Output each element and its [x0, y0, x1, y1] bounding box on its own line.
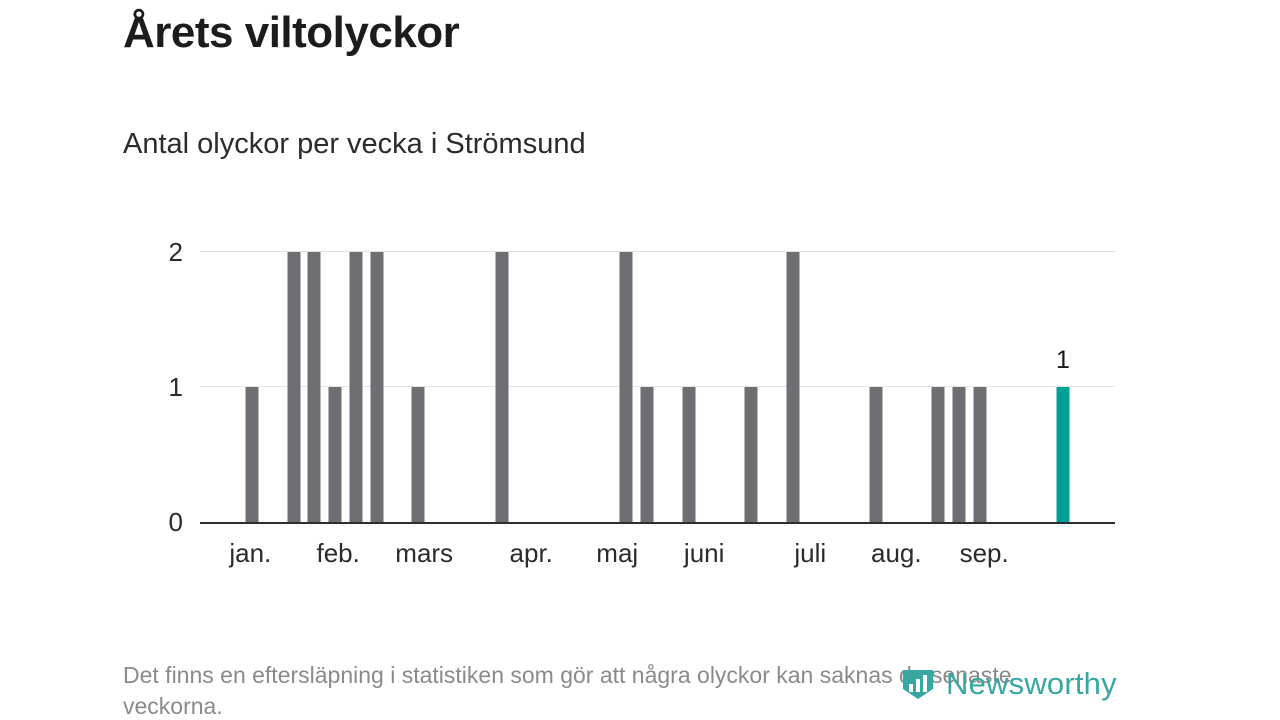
- bar: [869, 387, 883, 522]
- bar: [370, 252, 384, 522]
- y-axis-tick-label: 0: [168, 507, 183, 537]
- bar: [307, 252, 321, 522]
- newsworthy-wordmark: Newsworthy: [946, 666, 1117, 701]
- x-axis-month-label: maj: [596, 538, 639, 568]
- newsworthy-logo: Newsworthy: [900, 666, 1117, 702]
- gridline: [200, 251, 1115, 252]
- bar-value-label: 1: [1056, 346, 1070, 374]
- bar: [411, 387, 425, 522]
- footnote-text: Det finns en eftersläpning i statistiken…: [123, 662, 1012, 719]
- bar-highlighted: [1056, 387, 1070, 522]
- bar: [495, 252, 509, 522]
- chart-subtitle: Antal olyckor per vecka i Strömsund: [123, 128, 586, 160]
- x-axis-month-label: sep.: [959, 538, 1009, 568]
- bar: [619, 252, 633, 522]
- newsworthy-shield-icon: [903, 670, 933, 699]
- bar: [931, 387, 945, 522]
- x-axis-month-label: aug.: [871, 538, 922, 568]
- gridline: [200, 386, 1115, 387]
- bar: [973, 387, 987, 522]
- bar: [349, 252, 363, 522]
- bar: [682, 387, 696, 522]
- x-axis-month-label: jan.: [229, 538, 272, 568]
- bar: [245, 387, 259, 522]
- chart-title: Årets viltolyckor: [123, 8, 460, 57]
- bar-chart-plot-area: 0 1 2 1 jan. feb. mars apr. maj juni juli aug. sep.: [169, 239, 1115, 568]
- bar: [328, 387, 342, 522]
- y-axis-tick-label: 2: [168, 237, 183, 267]
- x-axis-month-label: apr.: [509, 538, 553, 568]
- bar: [640, 387, 654, 522]
- bar: [744, 387, 758, 522]
- x-axis-month-label: juni: [683, 538, 725, 568]
- bar: [952, 387, 966, 522]
- x-axis-month-label: feb.: [316, 538, 360, 568]
- bar: [287, 252, 301, 522]
- y-axis-tick-label: 1: [168, 372, 183, 402]
- x-axis-month-label: juli: [794, 538, 827, 568]
- bar: [786, 252, 800, 522]
- x-axis-month-label: mars: [395, 538, 454, 568]
